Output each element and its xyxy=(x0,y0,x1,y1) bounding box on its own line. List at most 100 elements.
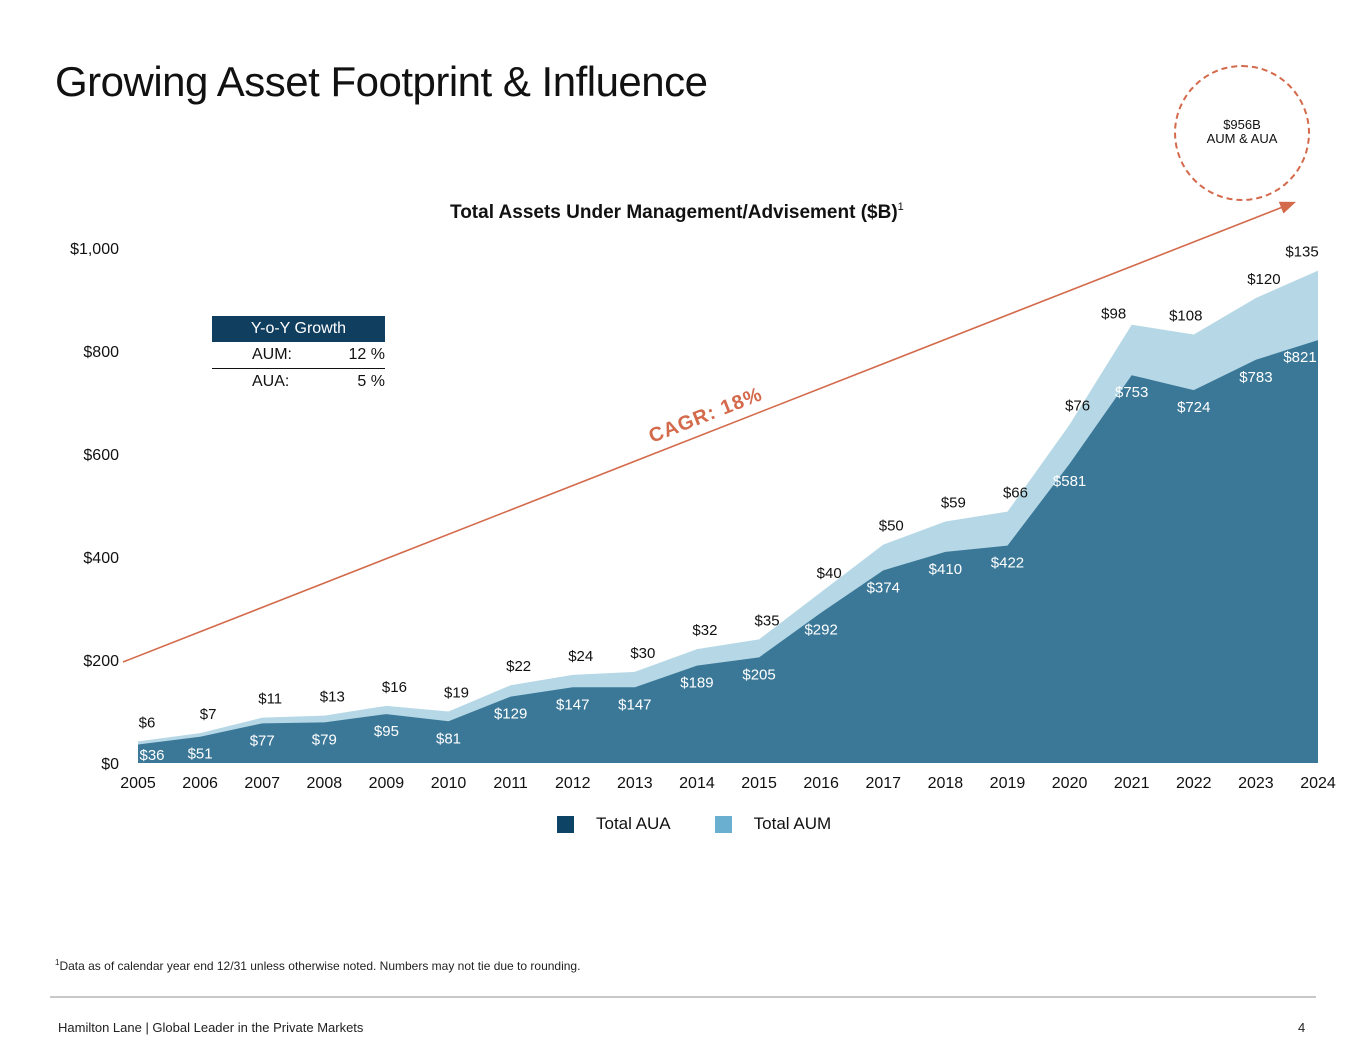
aua-data-label: $422 xyxy=(991,555,1024,572)
aum-data-label: $32 xyxy=(692,622,717,639)
x-tick-label: 2010 xyxy=(431,775,467,792)
total-assets-bubble: $956B AUM & AUA xyxy=(1174,65,1310,201)
chart-title: Total Assets Under Management/Advisement… xyxy=(450,201,904,223)
aum-data-label: $11 xyxy=(258,691,282,708)
data-labels: $36 $51 $77 $79 $95 $81 $129 $147 $147 $189 $205 $2… xyxy=(139,244,1319,764)
legend-label: Total AUM xyxy=(753,814,832,833)
y-tick-label: $800 xyxy=(83,344,119,361)
yoy-table-header: Y-o-Y Growth xyxy=(212,316,385,342)
aua-data-label: $77 xyxy=(250,732,275,749)
yoy-growth-table: Y-o-Y Growth AUM: 12 % AUA: 5 % xyxy=(212,316,385,395)
aum-data-label: $120 xyxy=(1247,271,1280,288)
aua-data-label: $189 xyxy=(680,675,713,692)
footnote: 1Data as of calendar year end 12/31 unle… xyxy=(55,958,580,973)
aum-data-label: $66 xyxy=(1003,485,1028,502)
y-axis: $0 $200 $400 $600 $800 $1,000 xyxy=(70,241,119,773)
aum-data-label: $98 xyxy=(1101,306,1126,323)
yoy-row-label: AUM: xyxy=(252,346,292,363)
aum-data-label: $16 xyxy=(382,679,407,696)
x-tick-label: 2006 xyxy=(182,775,218,792)
x-tick-label: 2023 xyxy=(1238,775,1274,792)
aua-data-label: $821 xyxy=(1283,349,1316,366)
x-tick-label: 2014 xyxy=(679,775,715,792)
legend-swatch-aua xyxy=(557,815,574,833)
x-tick-label: 2009 xyxy=(369,775,405,792)
x-tick-label: 2007 xyxy=(244,775,280,792)
aua-data-label: $129 xyxy=(494,706,527,723)
bubble-caption: AUM & AUA xyxy=(1206,131,1278,146)
aua-data-label: $581 xyxy=(1053,473,1086,490)
x-tick-label: 2021 xyxy=(1114,775,1150,792)
aua-data-label: $36 xyxy=(139,747,164,764)
y-tick-label: $0 xyxy=(101,756,119,773)
chart-areas xyxy=(138,270,1318,763)
legend-item-aum: Total AUM xyxy=(714,814,832,834)
page-number: 4 xyxy=(1298,1020,1306,1035)
x-tick-label: 2020 xyxy=(1052,775,1088,792)
x-tick-label: 2008 xyxy=(307,775,343,792)
aua-data-label: $147 xyxy=(618,696,651,713)
x-tick-label: 2016 xyxy=(803,775,839,792)
footer-divider xyxy=(50,996,1316,998)
x-tick-label: 2012 xyxy=(555,775,591,792)
y-tick-label: $400 xyxy=(83,550,119,567)
legend-item-aua: Total AUA xyxy=(557,814,671,834)
aum-data-label: $24 xyxy=(568,648,593,665)
aum-data-label: $108 xyxy=(1169,308,1202,325)
aum-data-label: $50 xyxy=(879,518,904,535)
aua-data-label: $753 xyxy=(1115,384,1148,401)
x-tick-label: 2005 xyxy=(120,775,156,792)
x-tick-label: 2015 xyxy=(741,775,777,792)
footnote-mark: 1 xyxy=(55,958,60,967)
aum-data-label: $76 xyxy=(1065,398,1090,415)
aua-data-label: $51 xyxy=(188,746,213,763)
yoy-row-aua: AUA: 5 % xyxy=(212,369,385,395)
x-tick-label: 2022 xyxy=(1176,775,1212,792)
aum-data-label: $35 xyxy=(755,612,780,629)
x-tick-label: 2018 xyxy=(928,775,964,792)
aua-data-label: $724 xyxy=(1177,399,1210,416)
x-axis: 2005 2006 2007 2008 2009 2010 2011 2012 2013 2014… xyxy=(120,775,1336,792)
cagr-label: CAGR: 18% xyxy=(646,383,766,447)
aum-data-label: $6 xyxy=(139,714,156,731)
aua-data-label: $292 xyxy=(804,622,837,639)
aua-data-label: $81 xyxy=(436,730,461,747)
yoy-row-value: 12 % xyxy=(348,346,385,363)
footer-text: Hamilton Lane | Global Leader in the Pri… xyxy=(58,1020,364,1035)
area-total-aua xyxy=(138,340,1318,763)
x-tick-label: 2017 xyxy=(865,775,901,792)
yoy-row-aum: AUM: 12 % xyxy=(212,342,385,369)
aua-data-label: $374 xyxy=(867,579,900,596)
x-tick-label: 2011 xyxy=(493,775,528,792)
title-superscript: 1 xyxy=(898,201,904,213)
aum-data-label: $135 xyxy=(1285,244,1318,261)
page-title: Growing Asset Footprint & Influence xyxy=(55,58,708,105)
aum-data-label: $59 xyxy=(941,494,966,511)
aua-data-label: $783 xyxy=(1239,369,1272,386)
aum-data-label: $13 xyxy=(320,689,345,706)
aum-data-label: $7 xyxy=(200,706,217,723)
x-tick-label: 2013 xyxy=(617,775,653,792)
yoy-row-label: AUA: xyxy=(252,373,290,390)
legend-label: Total AUA xyxy=(596,814,671,833)
bubble-value: $956B xyxy=(1223,117,1261,132)
footnote-text: Data as of calendar year end 12/31 unles… xyxy=(59,959,581,973)
aua-data-label: $79 xyxy=(312,731,337,748)
aua-data-label: $205 xyxy=(742,666,775,683)
aum-data-label: $40 xyxy=(817,565,842,582)
aua-data-label: $410 xyxy=(929,561,962,578)
y-tick-label: $600 xyxy=(83,447,119,464)
x-tick-label: 2024 xyxy=(1300,775,1336,792)
x-tick-label: 2019 xyxy=(990,775,1026,792)
aum-data-label: $19 xyxy=(444,685,469,702)
aua-data-label: $95 xyxy=(374,723,399,740)
y-tick-label: $1,000 xyxy=(70,241,119,258)
yoy-row-value: 5 % xyxy=(357,373,385,390)
aum-data-label: $22 xyxy=(506,658,531,675)
aua-data-label: $147 xyxy=(556,696,589,713)
chart-legend: Total AUA Total AUM xyxy=(557,814,875,834)
y-tick-label: $200 xyxy=(83,653,119,670)
cagr-line xyxy=(122,201,1296,663)
legend-swatch-aum xyxy=(714,815,732,833)
